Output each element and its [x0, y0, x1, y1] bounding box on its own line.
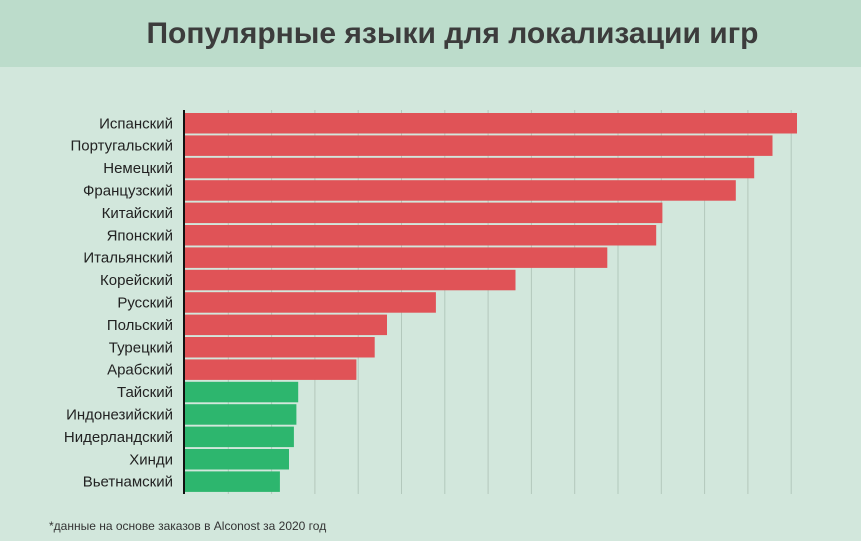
bar — [185, 337, 375, 358]
category-label: Немецкий — [103, 160, 173, 177]
bar — [185, 202, 663, 224]
chart-title: Популярные языки для локализации игр — [146, 17, 759, 50]
bar — [185, 359, 357, 380]
category-label: Японский — [107, 227, 173, 244]
bars — [185, 113, 797, 492]
category-label: Португальский — [70, 138, 173, 155]
bar — [185, 404, 297, 425]
bar — [185, 314, 387, 336]
category-label: Русский — [117, 294, 173, 311]
bar — [185, 157, 755, 179]
bar — [185, 449, 289, 470]
category-labels: Испанский Португальский Немецкий Французски… — [64, 115, 173, 490]
footnote: *данные на основе заказов в Alconost за … — [49, 519, 327, 533]
category-label: Испанский — [99, 115, 173, 132]
category-label: Итальянский — [83, 250, 173, 267]
category-label: Китайский — [102, 205, 173, 222]
bar — [185, 135, 773, 156]
bar — [185, 471, 280, 492]
bar — [185, 225, 657, 246]
category-label: Тайский — [117, 384, 173, 401]
bar — [185, 292, 436, 313]
category-label: Арабский — [107, 362, 173, 379]
bar — [185, 113, 797, 134]
category-label: Корейский — [100, 272, 173, 289]
category-label: Французский — [83, 182, 173, 199]
category-label: Вьетнамский — [83, 474, 173, 491]
bar — [185, 269, 516, 291]
title-banner — [0, 0, 861, 67]
bar — [185, 247, 608, 268]
category-label: Польский — [107, 317, 173, 334]
category-label: Турецкий — [109, 339, 173, 356]
category-label: Нидерландский — [64, 429, 173, 446]
bar — [185, 180, 736, 201]
bar — [185, 381, 299, 403]
bar — [185, 426, 294, 448]
category-label: Хинди — [129, 451, 173, 468]
category-label: Индонезийский — [66, 406, 173, 423]
